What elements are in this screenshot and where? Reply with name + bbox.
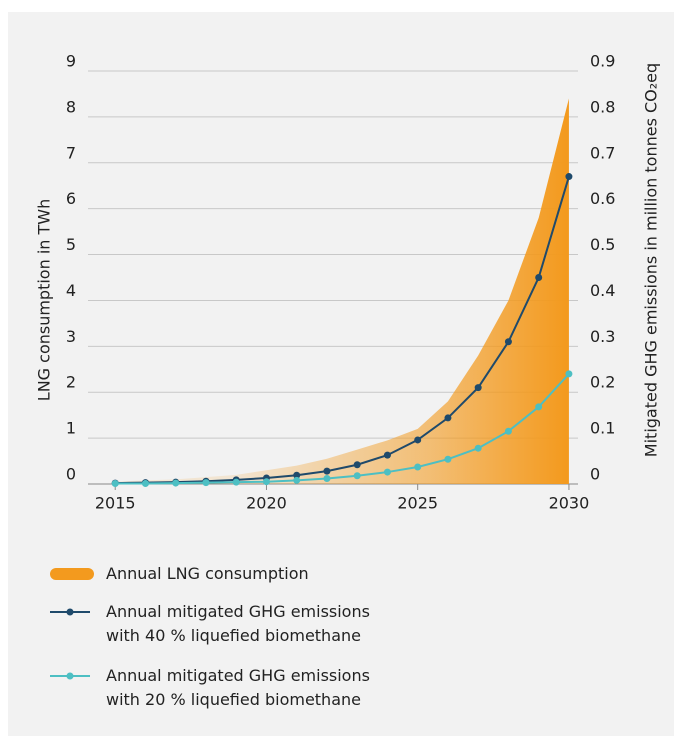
y-tick-label: 6 [66,189,76,208]
point [535,403,543,411]
point [202,479,210,487]
legend-swatch-dot [66,608,74,616]
x-tick-label: 2030 [549,494,590,513]
point [444,455,452,463]
y-tick-label: 5 [66,235,76,254]
y2-tick-label: 0.7 [590,143,615,162]
point [323,474,331,482]
y-tick-label: 9 [66,52,76,71]
x-tick-label: 2025 [397,494,438,513]
y2-tick-label: 0.4 [590,281,615,300]
y2-tick-label: 0.3 [590,327,615,346]
area [115,98,569,485]
y-tick-label: 0 [66,465,76,484]
point [323,467,331,475]
legend-swatch [50,608,90,616]
y2-tick-label: 0.1 [590,419,615,438]
point [444,414,452,422]
y2-tick-label: 0 [590,465,600,484]
y-tick-label: 7 [66,143,76,162]
point [232,478,240,486]
legend-label: Annual mitigated GHG emissions with 20 %… [106,666,370,709]
legend-swatch [50,568,94,580]
y2-tick-label: 0.6 [590,189,615,208]
point [535,274,543,281]
point [111,480,119,488]
point [383,451,391,459]
point [504,338,512,346]
point [353,461,361,469]
point [172,479,180,487]
point [383,468,391,476]
y-tick-label: 3 [66,327,76,346]
y2-tick-label: 0.9 [590,52,615,71]
legend-swatch-dot [66,672,74,680]
point [353,472,361,480]
legend-label: Annual LNG consumption [106,564,309,583]
y2-tick-label: 0.5 [590,235,615,254]
line [115,373,570,485]
point [504,427,512,435]
x-tick-label: 2015 [95,494,136,513]
legend-swatch [50,672,90,680]
point [293,476,301,484]
y2-tick-label: 0.2 [590,373,615,392]
x-tick-label: 2020 [246,494,287,513]
chart: LNG consumption in TWh Mitigated GHG emi… [35,52,661,513]
point [565,370,573,378]
point [565,173,573,181]
point [474,444,482,452]
line [115,176,570,485]
y-tick-label: 8 [66,97,76,116]
point [293,471,301,479]
point [414,436,422,444]
point [414,463,422,471]
y2-axis-label: Mitigated GHG emissions in million tonne… [642,63,661,457]
point [474,384,482,392]
point [262,478,270,486]
y-tick-label: 2 [66,373,76,392]
y-tick-label: 4 [66,281,76,300]
y-tick-label: 1 [66,419,76,438]
legend-label: Annual mitigated GHG emissions with 40 %… [106,602,370,645]
point [141,480,149,488]
legend-swatch-area [50,568,94,580]
y2-tick-label: 0.8 [590,97,615,116]
y-axis-label: LNG consumption in TWh [35,199,54,401]
